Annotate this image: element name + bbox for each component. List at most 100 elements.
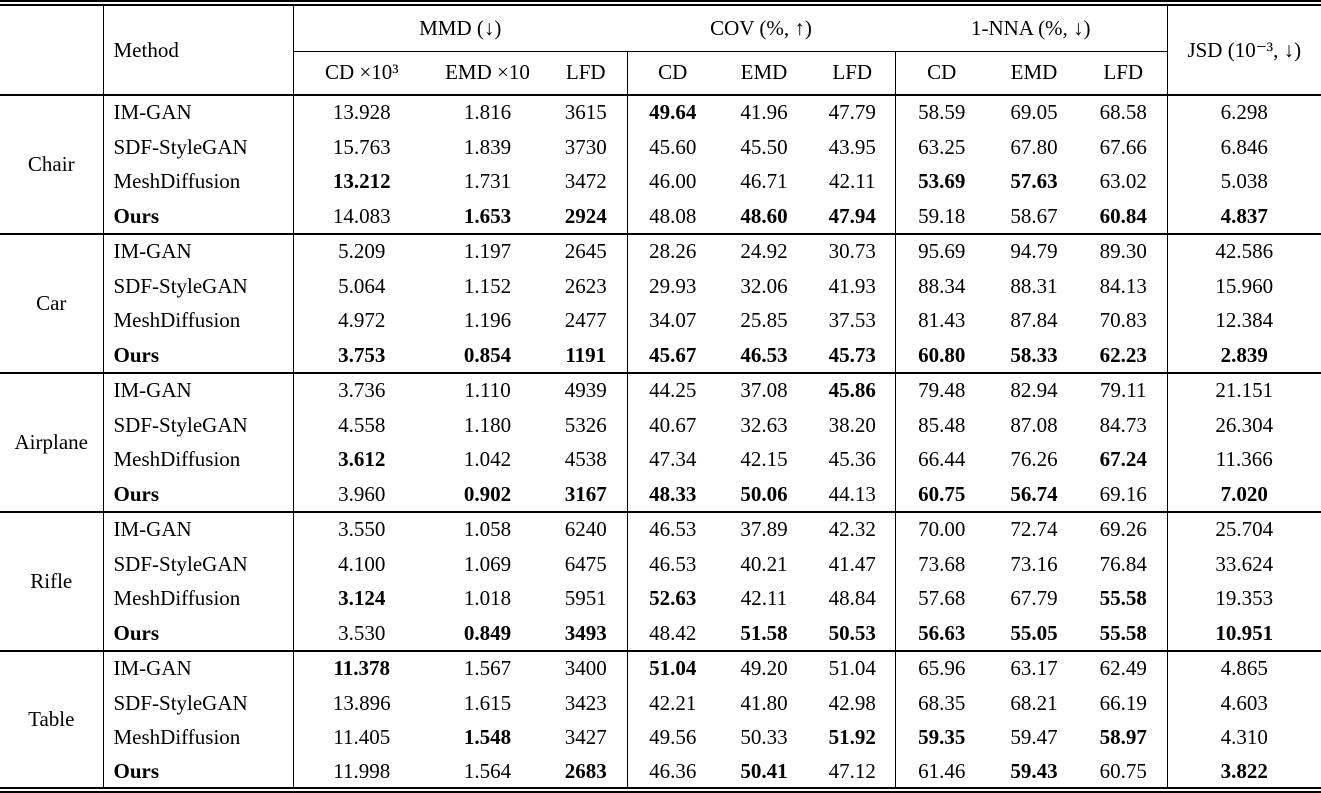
table-row: SDF-StyleGAN 13.896 1.615 3423 42.21 41.80 42.…	[0, 685, 1321, 721]
value-cell: 50.06	[740, 481, 788, 506]
value-cell: 45.67	[626, 338, 718, 373]
value-cell: 51.04	[626, 651, 718, 686]
value-cell: 62.49	[1099, 656, 1147, 681]
value-cell: 3.530	[292, 616, 430, 651]
value-cell: 56.63	[894, 616, 989, 651]
value-cell: 48.84	[828, 586, 876, 611]
value-cell: 66.44	[894, 442, 989, 478]
mmd-group-header: MMD (↓)	[293, 3, 627, 52]
table-row: Ours 11.998 1.564 2683 46.36 50.41 47.12 61.46 5…	[0, 755, 1321, 790]
value-cell: 3.960	[292, 477, 430, 512]
method-name: MeshDiffusion	[103, 720, 294, 756]
value-cell: 11.378	[292, 651, 430, 686]
section-car: Car IM-GAN 5.209 1.197 2645 28.26 24.92 30.73 95…	[0, 234, 1321, 373]
method-name: MeshDiffusion	[103, 303, 294, 339]
value-cell: 87.84	[1010, 308, 1058, 333]
value-cell: 1191	[565, 342, 607, 367]
value-cell: 89.30	[1099, 239, 1147, 264]
value-cell: 0.854	[463, 342, 512, 367]
method-name: SDF-StyleGAN	[103, 129, 294, 165]
table-row: Table IM-GAN 11.378 1.567 3400 51.04 49.20 51.0…	[0, 651, 1321, 790]
value-cell: 37.89	[740, 517, 788, 542]
value-cell: 0.849	[463, 620, 512, 645]
cov-emd-header: EMD	[740, 60, 788, 85]
value-cell: 42.11	[829, 169, 876, 194]
method-name: IM-GAN	[103, 373, 294, 408]
value-cell: 3.736	[292, 373, 430, 408]
value-cell: 68.21	[1010, 690, 1058, 715]
value-cell: 11.998	[292, 755, 430, 790]
value-cell: 42.21	[626, 685, 718, 721]
method-column-header: Method	[103, 3, 294, 95]
value-cell: 55.05	[1010, 620, 1058, 645]
value-cell: 79.48	[894, 373, 989, 408]
value-cell: 49.56	[626, 720, 718, 756]
value-cell: 1.731	[463, 169, 512, 194]
value-cell: 56.74	[1010, 481, 1058, 506]
value-cell: 2623	[564, 273, 607, 298]
value-cell: 76.26	[1010, 447, 1058, 472]
value-cell: 53.69	[894, 164, 989, 200]
nna-group-header: 1-NNA (%, ↓)	[895, 3, 1168, 52]
value-cell: 3472	[564, 169, 607, 194]
value-cell: 1.018	[463, 586, 512, 611]
value-cell: 57.68	[894, 581, 989, 617]
value-cell: 0.902	[463, 481, 512, 506]
value-cell: 3167	[564, 481, 607, 506]
value-cell: 67.79	[1010, 586, 1058, 611]
jsd-column-header: JSD (10⁻³, ↓)	[1166, 3, 1321, 95]
value-cell: 1.564	[463, 758, 512, 783]
value-cell: 1.839	[463, 134, 512, 159]
value-cell: 29.93	[626, 268, 718, 304]
value-cell: 11.405	[292, 720, 430, 756]
value-cell: 3400	[564, 656, 607, 681]
value-cell: 10.951	[1166, 616, 1321, 651]
table-row: SDF-StyleGAN 4.100 1.069 6475 46.53 40.21 41.4…	[0, 546, 1321, 582]
value-cell: 50.33	[740, 725, 788, 750]
value-cell: 42.15	[740, 447, 788, 472]
value-cell: 76.84	[1099, 551, 1147, 576]
value-cell: 37.08	[740, 378, 788, 403]
value-cell: 58.67	[1010, 203, 1058, 228]
value-cell: 4.603	[1166, 685, 1321, 721]
table-row: Rifle IM-GAN 3.550 1.058 6240 46.53 37.89 42.32…	[0, 512, 1321, 651]
value-cell: 45.60	[626, 129, 718, 165]
value-cell: 40.21	[740, 551, 788, 576]
table-header: Method MMD (↓) COV (%, ↑) 1-NNA (%, ↓) J…	[0, 3, 1321, 95]
value-cell: 52.63	[626, 581, 718, 617]
value-cell: 69.16	[1099, 481, 1147, 506]
method-name: SDF-StyleGAN	[103, 407, 294, 443]
value-cell: 40.67	[626, 407, 718, 443]
method-name: MeshDiffusion	[103, 164, 294, 200]
value-cell: 3427	[564, 725, 607, 750]
value-cell: 69.05	[1010, 100, 1058, 125]
header-group-row: Method MMD (↓) COV (%, ↑) 1-NNA (%, ↓) J…	[0, 3, 1321, 95]
value-cell: 4939	[564, 378, 607, 403]
value-cell: 60.80	[894, 338, 989, 373]
method-name: Ours	[103, 616, 294, 651]
method-name: SDF-StyleGAN	[103, 268, 294, 304]
nna-lfd-header: LFD	[1103, 60, 1144, 85]
value-cell: 6240	[564, 517, 607, 542]
value-cell: 4.865	[1166, 651, 1321, 686]
value-cell: 49.64	[626, 95, 718, 130]
value-cell: 73.68	[894, 546, 989, 582]
value-cell: 81.43	[894, 303, 989, 339]
value-cell: 43.95	[828, 134, 876, 159]
table-row: Airplane IM-GAN 3.736 1.110 4939 44.25 37.08 45…	[0, 373, 1321, 512]
value-cell: 26.304	[1166, 407, 1321, 443]
value-cell: 1.152	[463, 273, 512, 298]
value-cell: 47.34	[626, 442, 718, 478]
value-cell: 41.93	[828, 273, 876, 298]
value-cell: 19.353	[1166, 581, 1321, 617]
cov-cd-header: CD	[626, 51, 718, 95]
value-cell: 60.75	[894, 477, 989, 512]
value-cell: 3.612	[292, 442, 430, 478]
value-cell: 1.058	[463, 517, 512, 542]
table-row: Ours 3.753 0.854 1191 45.67 46.53 45.73 60.80 58…	[0, 338, 1321, 373]
value-cell: 59.47	[1010, 725, 1058, 750]
value-cell: 68.58	[1099, 100, 1147, 125]
value-cell: 3423	[564, 690, 607, 715]
table-row: Car IM-GAN 5.209 1.197 2645 28.26 24.92 30.73 95…	[0, 234, 1321, 373]
value-cell: 3615	[564, 100, 607, 125]
